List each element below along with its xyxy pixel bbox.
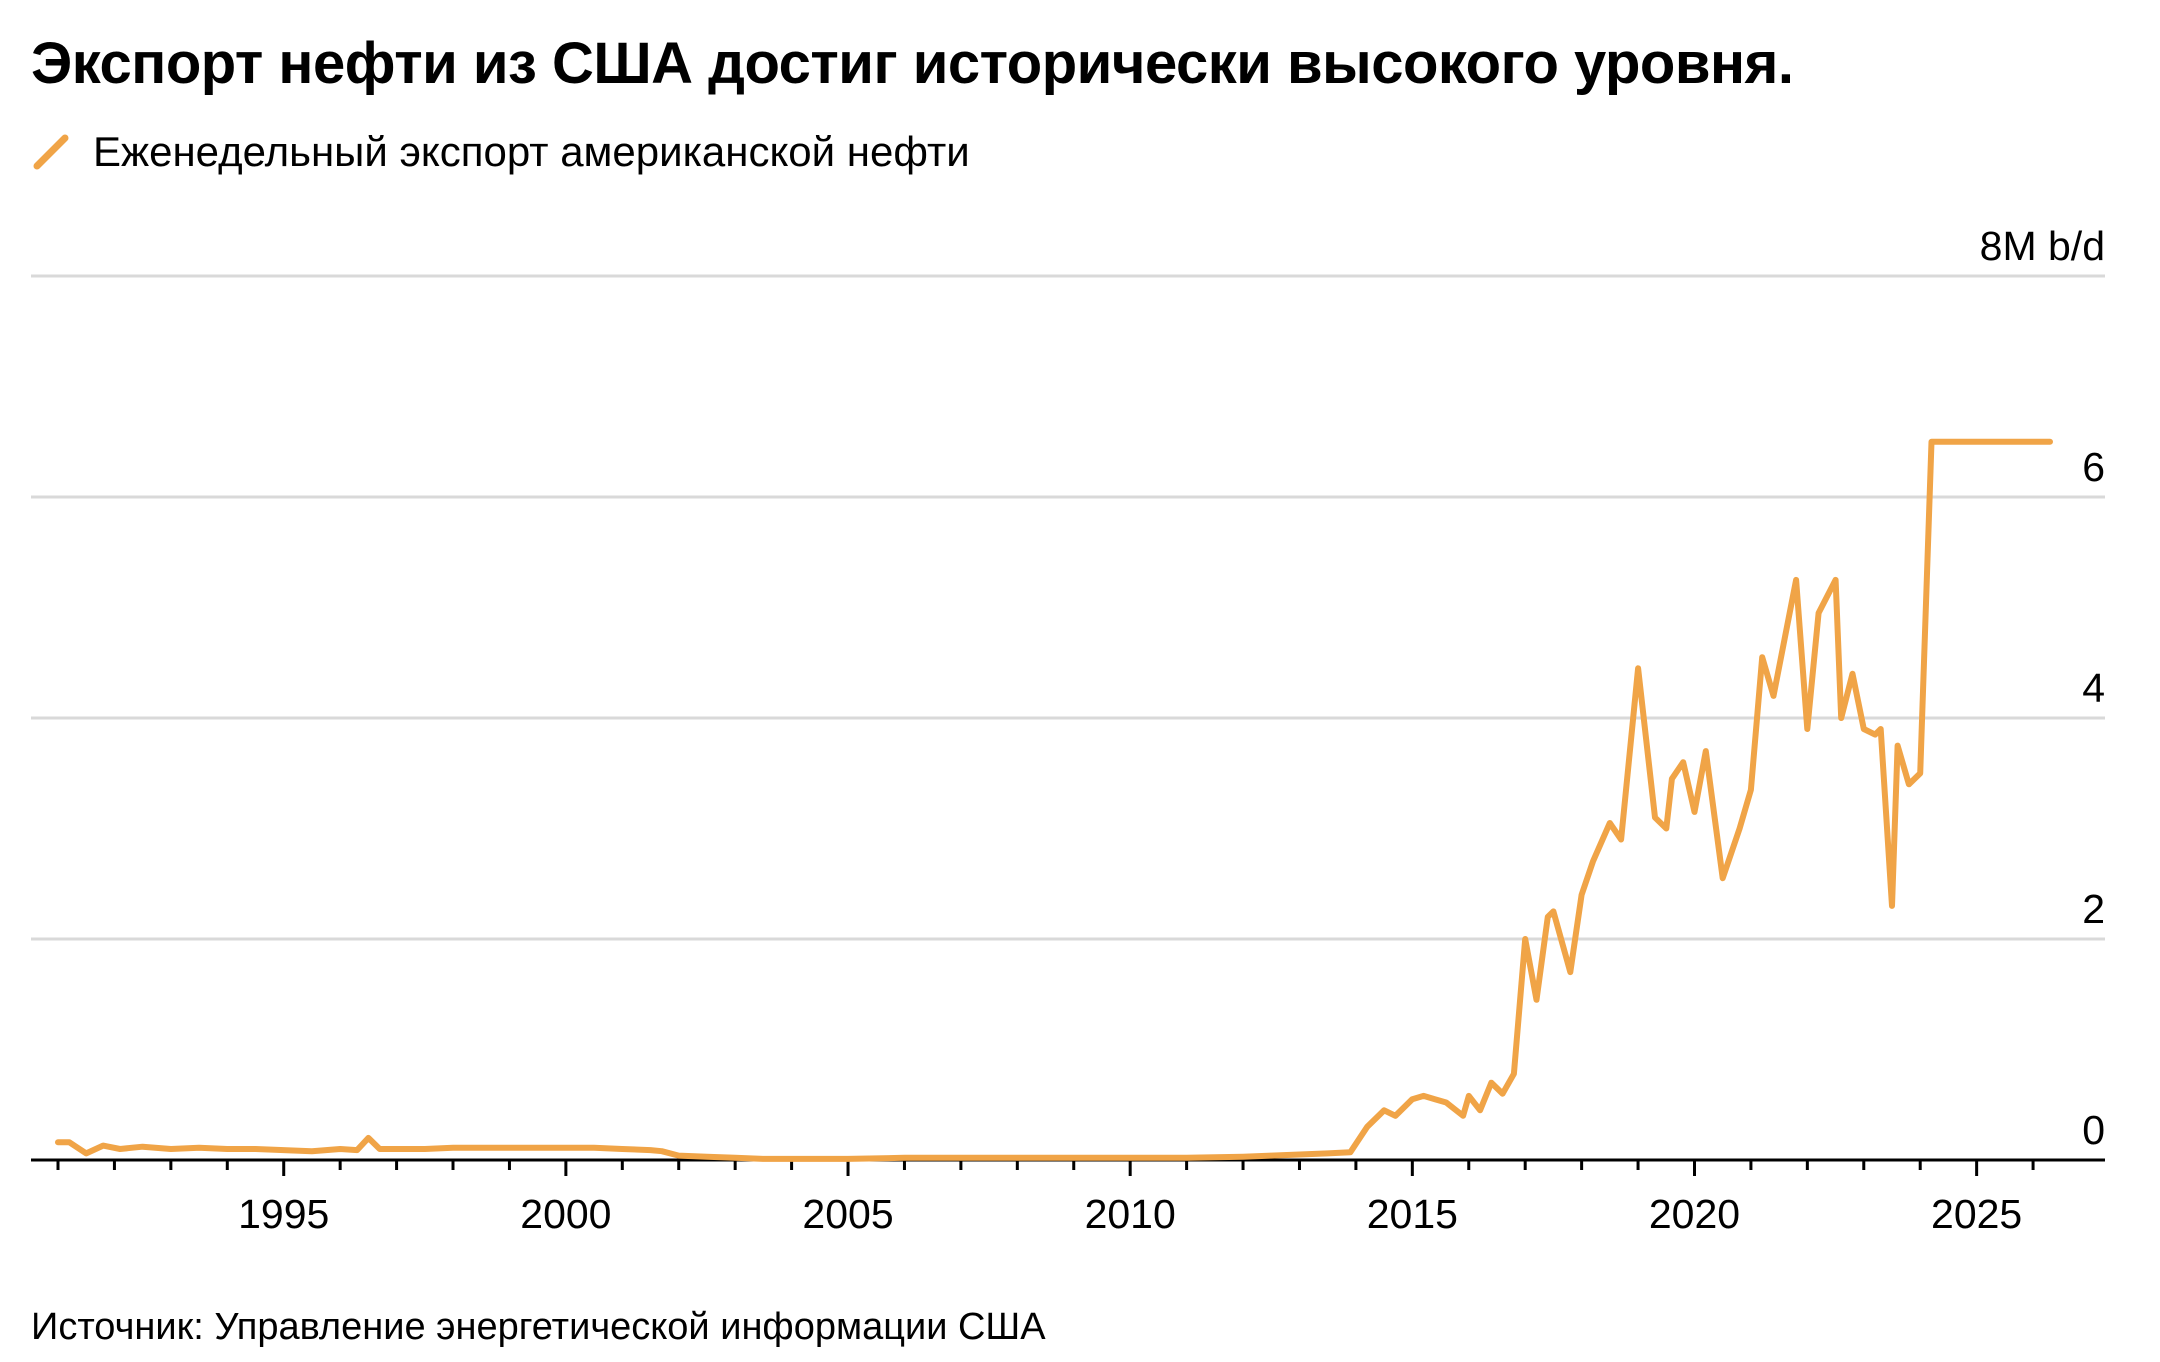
- y-tick-label-2: 2: [2082, 886, 2105, 932]
- series-layer: [55, 438, 2053, 1162]
- x-tick-label-2005: 2005: [802, 1191, 893, 1237]
- x-tick-label-2010: 2010: [1085, 1191, 1176, 1237]
- y-tick-label-8: 8M b/d: [1980, 223, 2105, 269]
- grid-lines: [31, 274, 2105, 941]
- legend: Еженедельный экспорт американской нефти: [31, 128, 970, 176]
- legend-label: Еженедельный экспорт американской нефти: [93, 128, 970, 175]
- x-tick-label-1995: 1995: [238, 1191, 329, 1237]
- y-tick-label-6: 6: [2082, 444, 2105, 490]
- x-tick-label-2015: 2015: [1367, 1191, 1458, 1237]
- source-note: Источник: Управление энергетической инфо…: [31, 1306, 1046, 1348]
- series-line-0: [55, 438, 2053, 1162]
- x-tick-label-2025: 2025: [1931, 1191, 2022, 1237]
- legend-swatch-icon: [33, 134, 69, 170]
- x-axis: [31, 1158, 2105, 1176]
- x-tick-labels: 1995 2000 2005 2010 2015 2020 2025: [238, 1191, 2022, 1237]
- legend-swatch-line: [33, 134, 69, 170]
- x-tick-label-2020: 2020: [1649, 1191, 1740, 1237]
- y-tick-label-4: 4: [2082, 665, 2105, 711]
- y-tick-labels: 0 2 4 6 8M b/d: [1980, 223, 2105, 1153]
- y-tick-label-0: 0: [2082, 1107, 2105, 1153]
- x-tick-label-2000: 2000: [520, 1191, 611, 1237]
- chart-title: Экспорт нефти из США достиг исторически …: [31, 31, 1794, 96]
